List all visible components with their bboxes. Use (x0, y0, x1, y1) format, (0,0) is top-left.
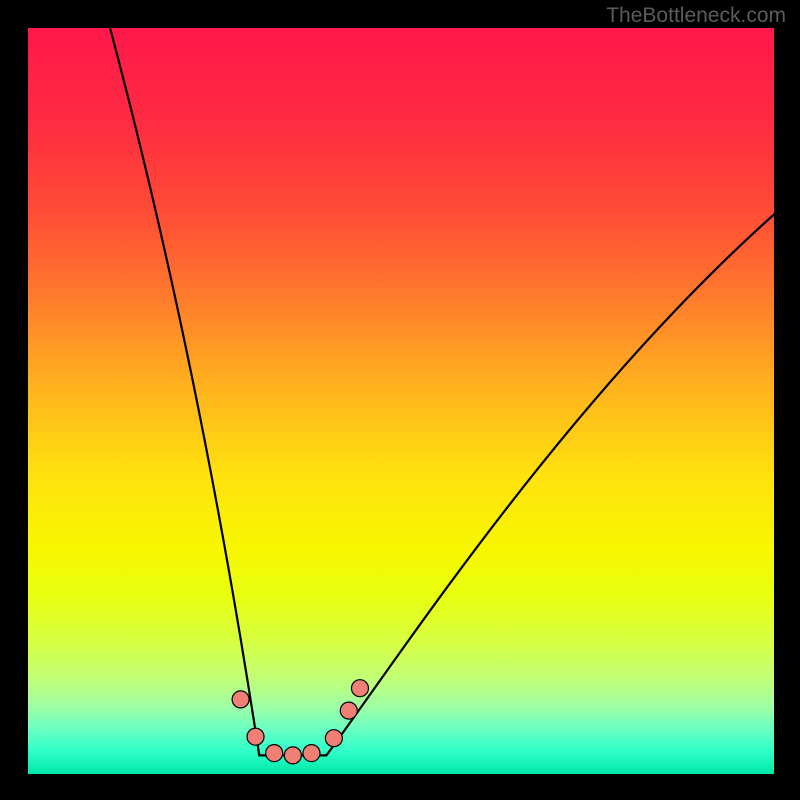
watermark-text: TheBottleneck.com (606, 4, 786, 28)
marker-dots (28, 28, 774, 774)
plot-area (28, 28, 774, 774)
